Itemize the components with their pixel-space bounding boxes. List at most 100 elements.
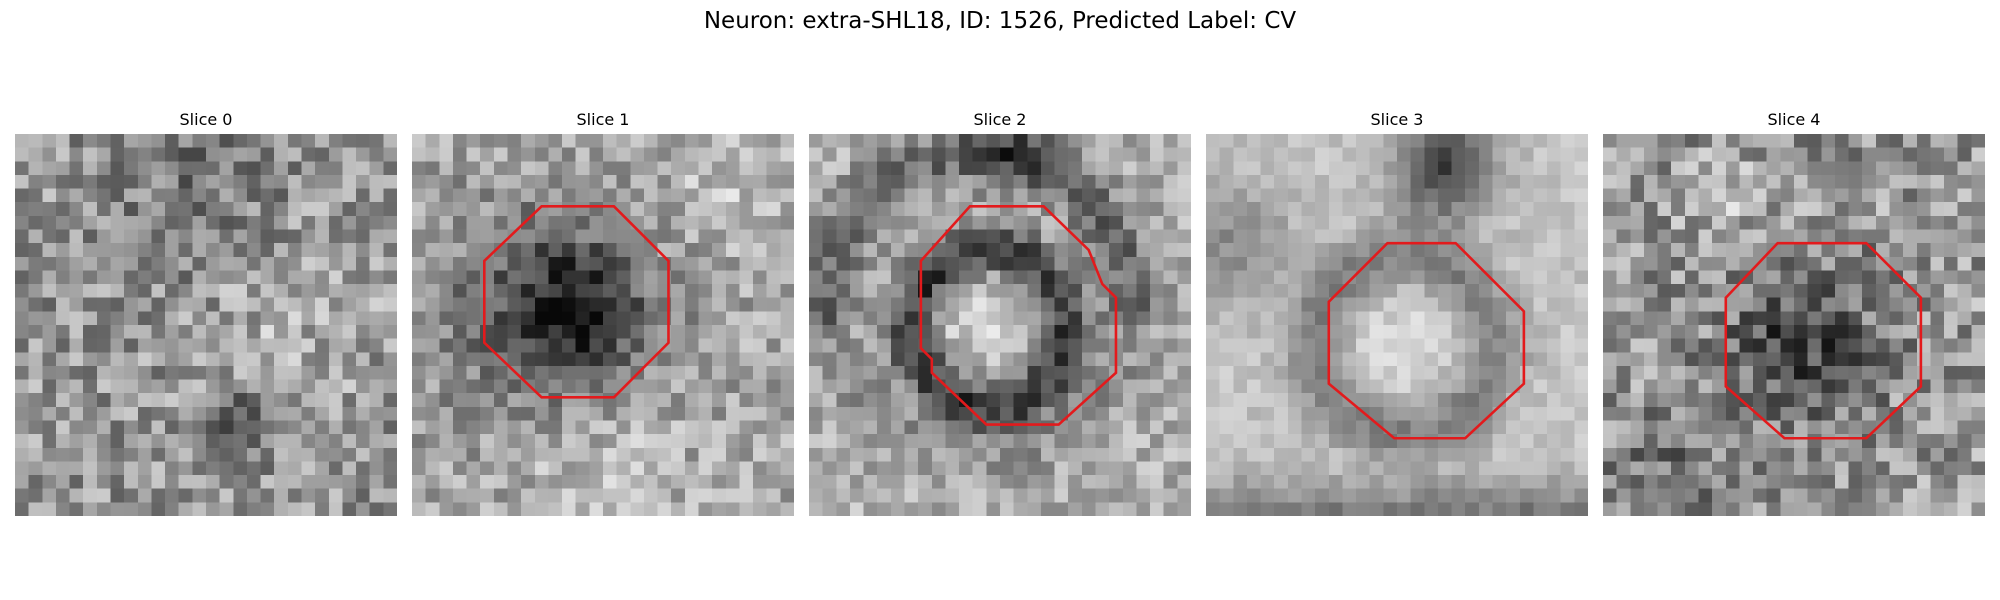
pixel-cell (712, 174, 727, 190)
pixel-cell (356, 325, 371, 340)
pixel-cell (630, 161, 645, 176)
pixel-cell (712, 311, 727, 326)
pixel-cell (616, 406, 631, 422)
pixel-cell (643, 202, 659, 217)
pixel-cell (1492, 379, 1507, 394)
pixel-cell (480, 475, 495, 490)
pixel-cell (1725, 488, 1741, 503)
pixel-cell (383, 379, 397, 394)
pixel-cell (1274, 174, 1289, 190)
pixel-cell (1560, 284, 1575, 299)
pixel-cell (1219, 229, 1234, 244)
pixel-cell (1821, 393, 1836, 408)
pixel-cell (1274, 379, 1289, 394)
pixel-cell (1753, 325, 1768, 340)
pixel-cell (1574, 502, 1588, 516)
pixel-cell (1712, 447, 1727, 463)
pixel-cell (1957, 134, 1972, 149)
pixel-cell (1206, 461, 1221, 476)
pixel-cell (904, 284, 919, 299)
pixel-cell (1533, 352, 1548, 367)
pixel-cell (1315, 297, 1330, 312)
pixel-cell (1821, 256, 1836, 272)
pixel-cell (1287, 229, 1303, 244)
pixel-cell (918, 434, 933, 449)
pixel-cell (1163, 420, 1178, 435)
pixel-cell (507, 461, 522, 476)
pixel-cell (684, 502, 700, 516)
pixel-cell (192, 338, 207, 353)
pixel-cell (562, 434, 577, 449)
pixel-cell (1957, 502, 1972, 516)
pixel-cell (425, 134, 440, 149)
pixel-cell (1206, 215, 1221, 231)
pixel-cell (822, 134, 837, 149)
pixel-cell (1533, 174, 1548, 190)
pixel-cell (28, 434, 43, 449)
pixel-cell (369, 202, 384, 217)
pixel-cell (603, 365, 618, 381)
pixel-cell (219, 352, 234, 367)
pixel-cell (931, 338, 947, 353)
pixel-cell (1027, 256, 1042, 272)
pixel-cell (1739, 447, 1754, 463)
pixel-cell (342, 447, 357, 463)
pixel-cell (1766, 174, 1781, 190)
pixel-cell (809, 284, 824, 299)
pixel-cell (1753, 311, 1768, 326)
pixel-cell (28, 461, 43, 476)
pixel-cell (739, 325, 754, 340)
pixel-cell (219, 325, 234, 340)
pixel-cell (1712, 338, 1727, 353)
pixel-cell (466, 352, 481, 367)
pixel-cell (219, 488, 234, 503)
pixel-cell (356, 461, 371, 476)
pixel-cell (1766, 365, 1781, 381)
pixel-cell (972, 188, 987, 203)
slice-image-1 (412, 134, 794, 516)
pixel-cell (1246, 488, 1262, 503)
pixel-cell (1603, 297, 1618, 312)
pixel-cell (1274, 147, 1289, 162)
pixel-cell (1328, 311, 1344, 326)
pixel-cell (1287, 338, 1303, 353)
pixel-cell (739, 311, 754, 326)
pixel-cell (1560, 297, 1575, 312)
pixel-cell (1342, 256, 1357, 272)
pixel-cell (137, 434, 153, 449)
pixel-cell (1944, 325, 1959, 340)
pixel-cell (1630, 488, 1645, 503)
pixel-cell (1603, 161, 1618, 176)
pixel-cell (945, 202, 960, 217)
pixel-cell (1260, 488, 1275, 503)
pixel-cell (1916, 338, 1932, 353)
pixel-cell (1547, 475, 1562, 490)
pixel-cell (780, 229, 794, 244)
pixel-cell (521, 215, 536, 231)
pixel-cell (1410, 461, 1425, 476)
pixel-cell (1916, 215, 1932, 231)
pixel-cell (110, 256, 125, 272)
pixel-cell (863, 434, 878, 449)
pixel-cell (1725, 502, 1741, 516)
pixel-cell (1712, 311, 1727, 326)
pixel-cell (945, 325, 960, 340)
pixel-cell (643, 256, 659, 272)
pixel-cell (849, 406, 865, 422)
pixel-cell (425, 202, 440, 217)
pixel-cell (1834, 393, 1850, 408)
pixel-cell (1000, 475, 1015, 490)
pixel-cell (1671, 134, 1686, 149)
pixel-cell (1807, 188, 1822, 203)
pixel-cell (315, 488, 330, 503)
pixel-cell (412, 420, 427, 435)
pixel-cell (904, 338, 919, 353)
pixel-cell (1684, 461, 1700, 476)
pixel-cell (206, 134, 221, 149)
pixel-cell (836, 352, 851, 367)
pixel-cell (1684, 202, 1700, 217)
pixel-cell (1657, 325, 1672, 340)
pixel-cell (739, 243, 754, 258)
pixel-cell (1492, 134, 1507, 149)
pixel-cell (945, 256, 960, 272)
